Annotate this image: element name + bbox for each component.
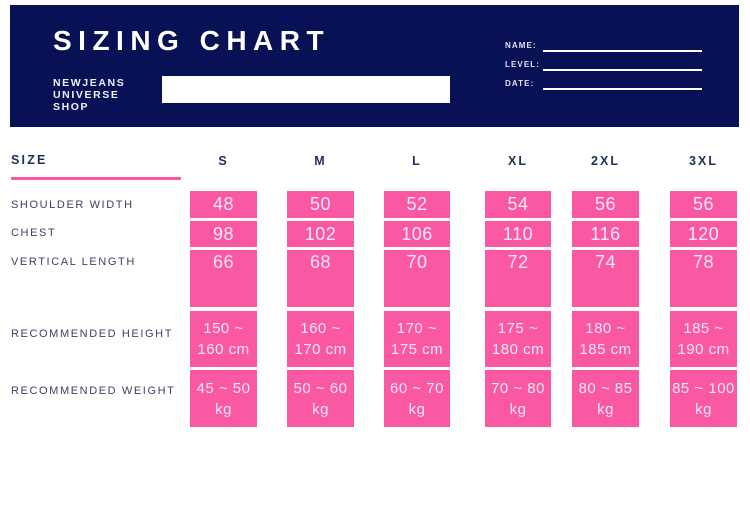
cell-weight-3xl: 85 ~ 100 kg bbox=[670, 370, 737, 427]
cell-shoulder-3xl: 56 bbox=[670, 191, 737, 218]
cell-shoulder-s: 48 bbox=[190, 191, 257, 218]
date-field-label: DATE: bbox=[505, 79, 535, 88]
cell-height-m: 160 ~ 170 cm bbox=[287, 311, 354, 367]
cell-length-xl: 72 bbox=[485, 250, 551, 307]
cell-chest-3xl: 120 bbox=[670, 221, 737, 247]
cell-length-2xl: 74 bbox=[572, 250, 639, 307]
cell-chest-xl: 110 bbox=[485, 221, 551, 247]
name-field-label: NAME: bbox=[505, 41, 537, 50]
date-field-underline[interactable] bbox=[543, 88, 702, 90]
page-title: SIZING CHART bbox=[53, 25, 331, 56]
cell-chest-2xl: 116 bbox=[572, 221, 639, 247]
header-banner: SIZING CHART NEWJEANS UNIVERSE SHOP NAME… bbox=[10, 5, 739, 127]
name-field-underline[interactable] bbox=[543, 50, 702, 52]
level-field-label: LEVEL: bbox=[505, 60, 541, 69]
cell-shoulder-2xl: 56 bbox=[572, 191, 639, 218]
column-header-2xl: 2XL bbox=[591, 154, 620, 168]
row-label-vertical-length: VERTICAL LENGTH bbox=[11, 256, 136, 268]
column-header-xl: XL bbox=[508, 154, 528, 168]
size-title-underline bbox=[11, 177, 181, 180]
cell-shoulder-l: 52 bbox=[384, 191, 450, 218]
cell-height-xl: 175 ~ 180 cm bbox=[485, 311, 551, 367]
cell-height-l: 170 ~ 175 cm bbox=[384, 311, 450, 367]
form-field-name: NAME: bbox=[505, 39, 715, 52]
row-label-shoulder-width: SHOULDER WIDTH bbox=[11, 199, 134, 211]
brand-name: NEWJEANS UNIVERSE SHOP bbox=[53, 77, 126, 113]
row-label-recommended-height: RECOMMENDED HEIGHT bbox=[11, 328, 174, 340]
cell-shoulder-xl: 54 bbox=[485, 191, 551, 218]
cell-height-3xl: 185 ~ 190 cm bbox=[670, 311, 737, 367]
cell-height-2xl: 180 ~ 185 cm bbox=[572, 311, 639, 367]
column-header-s: S bbox=[218, 154, 229, 168]
cell-weight-s: 45 ~ 50 kg bbox=[190, 370, 257, 427]
size-column-title: SIZE bbox=[11, 153, 48, 167]
row-label-recommended-weight: RECOMMENDED WEIGHT bbox=[11, 385, 176, 397]
form-field-level: LEVEL: bbox=[505, 58, 715, 71]
cell-chest-s: 98 bbox=[190, 221, 257, 247]
cell-chest-m: 102 bbox=[287, 221, 354, 247]
cell-weight-2xl: 80 ~ 85 kg bbox=[572, 370, 639, 427]
cell-length-m: 68 bbox=[287, 250, 354, 307]
cell-length-s: 66 bbox=[190, 250, 257, 307]
column-header-l: L bbox=[412, 154, 422, 168]
cell-weight-l: 60 ~ 70 kg bbox=[384, 370, 450, 427]
cell-weight-xl: 70 ~ 80 kg bbox=[485, 370, 551, 427]
blank-input-box[interactable] bbox=[162, 76, 450, 103]
column-header-3xl: 3XL bbox=[689, 154, 718, 168]
cell-length-l: 70 bbox=[384, 250, 450, 307]
row-label-chest: CHEST bbox=[11, 227, 57, 239]
cell-length-3xl: 78 bbox=[670, 250, 737, 307]
cell-height-s: 150 ~ 160 cm bbox=[190, 311, 257, 367]
cell-weight-m: 50 ~ 60 kg bbox=[287, 370, 354, 427]
column-header-m: M bbox=[314, 154, 327, 168]
cell-shoulder-m: 50 bbox=[287, 191, 354, 218]
form-field-date: DATE: bbox=[505, 77, 715, 90]
level-field-underline[interactable] bbox=[543, 69, 702, 71]
cell-chest-l: 106 bbox=[384, 221, 450, 247]
